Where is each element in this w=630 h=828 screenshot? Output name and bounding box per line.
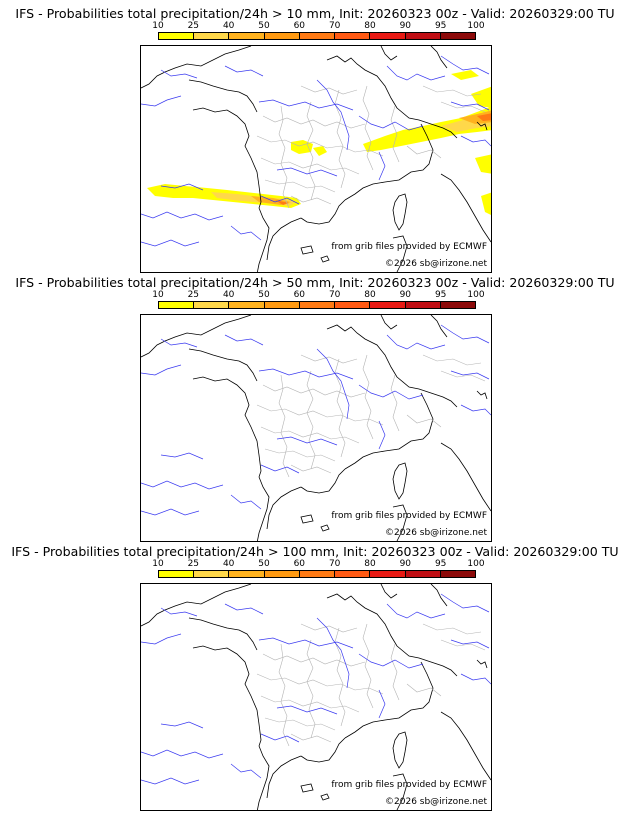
legend-swatch [159,33,195,39]
copyright-note: ©2026 sb@irizone.net [385,259,487,269]
legend-tick: 95 [434,559,447,569]
legend-ticks: 10 25 40 50 60 70 80 90 95 100 [152,21,484,31]
legend-swatch [159,302,195,308]
copyright-note: ©2026 sb@irizone.net [385,797,487,807]
map-france: from grib files provided by ECMWF ©2026 … [140,583,492,811]
legend-swatch [405,33,441,39]
legend-tick: 50 [258,290,270,300]
legend-tick: 70 [328,21,341,31]
legend-swatch [370,33,406,39]
legend-tick: 70 [328,290,341,300]
legend-swatch [264,571,300,577]
precip-areas [147,70,491,215]
legend-swatch [194,302,230,308]
legend-swatch [194,571,230,577]
legend-tick: 25 [187,559,200,569]
panel-50mm: IFS - Probabilities total precipitation/… [0,275,630,545]
legend-tick: 80 [364,21,376,31]
legend-colorbar [158,32,476,40]
source-note: from grib files provided by ECMWF [331,780,487,790]
legend-tick: 95 [434,21,447,31]
legend-swatch [405,571,441,577]
legend-tick: 100 [467,21,485,31]
legend-tick: 50 [258,559,270,569]
legend-tick: 80 [364,559,376,569]
legend-tick: 90 [399,290,412,300]
legend-colorbar [158,570,476,578]
legend-tick: 80 [364,290,376,300]
legend-tick: 40 [222,559,235,569]
source-note: from grib files provided by ECMWF [331,242,487,252]
legend-tick: 95 [434,290,447,300]
legend-swatch [370,571,406,577]
legend-swatch [159,571,195,577]
legend-tick: 25 [187,21,200,31]
legend-swatch [299,33,336,39]
legend-tick: 60 [293,21,306,31]
map-france: from grib files provided by ECMWF ©2026 … [140,314,492,542]
legend-tick: 40 [222,290,235,300]
legend-tick: 60 [293,290,306,300]
legend-ticks: 10 25 40 50 60 70 80 90 95 100 [152,290,484,300]
panel-title: IFS - Probabilities total precipitation/… [11,544,619,559]
legend-tick: 90 [399,559,412,569]
legend-ticks: 10 25 40 50 60 70 80 90 95 100 [152,559,484,569]
legend-swatch [370,302,406,308]
legend-colorbar [158,301,476,309]
legend-swatch [229,571,265,577]
legend-swatch [335,302,371,308]
legend-tick: 10 [152,559,164,569]
panel-title: IFS - Probabilities total precipitation/… [15,275,615,290]
legend-swatch [440,302,475,308]
legend-tick: 10 [152,290,164,300]
legend-swatch [264,302,300,308]
legend-tick: 25 [187,290,200,300]
map-france: from grib files provided by ECMWF ©2026 … [140,45,492,273]
legend-swatch [229,33,265,39]
legend-tick: 90 [399,21,412,31]
legend-swatch [299,571,336,577]
source-note: from grib files provided by ECMWF [331,511,487,521]
legend-swatch [229,302,265,308]
panel-title: IFS - Probabilities total precipitation/… [15,6,615,21]
legend-tick: 70 [328,559,341,569]
legend-swatch [440,33,475,39]
legend-swatch [335,33,371,39]
legend-swatch [405,302,441,308]
legend-swatch [194,33,230,39]
legend-swatch [299,302,336,308]
legend-tick: 10 [152,21,164,31]
panel-10mm: IFS - Probabilities total precipitation/… [0,6,630,276]
copyright-note: ©2026 sb@irizone.net [385,528,487,538]
legend-tick: 50 [258,21,270,31]
legend-swatch [440,571,475,577]
legend-tick: 60 [293,559,306,569]
legend-tick: 100 [467,559,485,569]
legend-swatch [335,571,371,577]
legend-tick: 40 [222,21,235,31]
legend-swatch [264,33,300,39]
panel-100mm: IFS - Probabilities total precipitation/… [0,544,630,814]
legend-tick: 100 [467,290,485,300]
